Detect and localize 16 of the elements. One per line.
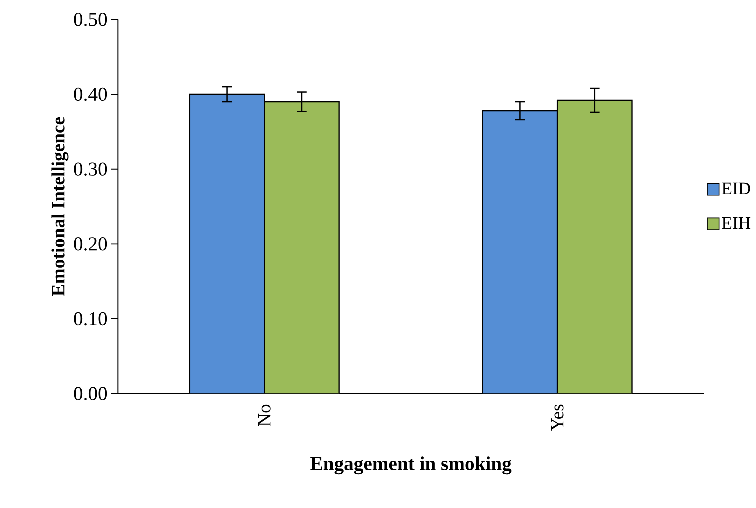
y-tick-label: 0.10 bbox=[74, 312, 108, 326]
y-tick-label: 0.50 bbox=[74, 12, 108, 26]
y-tick-label: 0.00 bbox=[74, 387, 108, 400]
legend-label: EID bbox=[722, 182, 750, 195]
x-axis-title: Engagement in smoking bbox=[310, 456, 512, 475]
y-axis-title: Emotional Intelligence bbox=[52, 117, 69, 296]
y-tick-label: 0.40 bbox=[74, 88, 108, 102]
bar bbox=[482, 110, 558, 394]
y-tick-label: 0.20 bbox=[74, 237, 108, 251]
x-tick-label: No bbox=[258, 404, 271, 426]
bar bbox=[189, 94, 266, 394]
bar bbox=[556, 100, 633, 394]
bar bbox=[264, 101, 340, 394]
x-tick-label: Yes bbox=[551, 404, 564, 432]
legend-label: EIH bbox=[722, 218, 751, 230]
y-tick-label: 0.30 bbox=[74, 162, 108, 176]
